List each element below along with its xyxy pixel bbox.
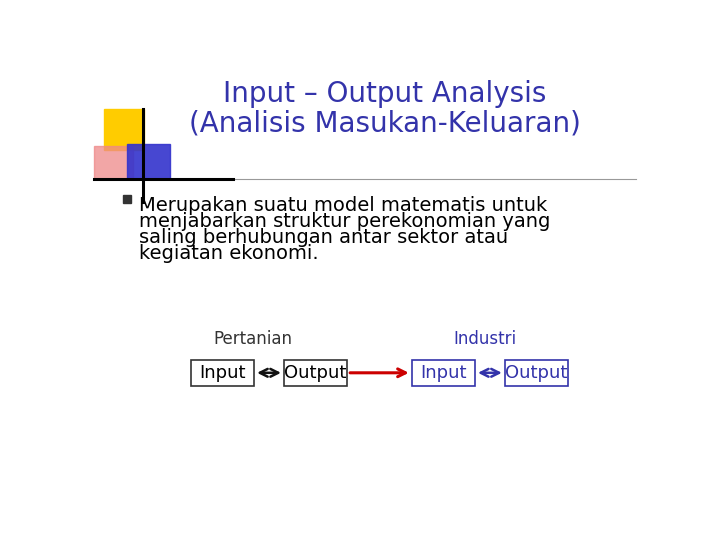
Text: Pertanian: Pertanian — [213, 330, 292, 348]
Text: menjabarkan struktur perekonomian yang: menjabarkan struktur perekonomian yang — [139, 212, 550, 231]
Bar — [104, 110, 144, 150]
Text: (Analisis Masukan-Keluaran): (Analisis Masukan-Keluaran) — [189, 110, 580, 138]
Text: Merupakan suatu model matematis untuk: Merupakan suatu model matematis untuk — [139, 195, 547, 215]
Bar — [127, 144, 170, 179]
Text: Output: Output — [284, 364, 347, 382]
Bar — [94, 146, 132, 179]
Text: Industri: Industri — [454, 330, 517, 348]
Text: kegiatan ekonomi.: kegiatan ekonomi. — [139, 244, 318, 263]
Text: Input: Input — [199, 364, 246, 382]
Text: Input: Input — [420, 364, 467, 382]
Bar — [412, 360, 475, 386]
Text: Output: Output — [505, 364, 567, 382]
Text: Input – Output Analysis: Input – Output Analysis — [222, 80, 546, 108]
Bar — [505, 360, 568, 386]
Text: saling berhubungan antar sektor atau: saling berhubungan antar sektor atau — [139, 228, 508, 247]
Bar — [191, 360, 254, 386]
Bar — [284, 360, 347, 386]
Bar — [122, 195, 131, 204]
